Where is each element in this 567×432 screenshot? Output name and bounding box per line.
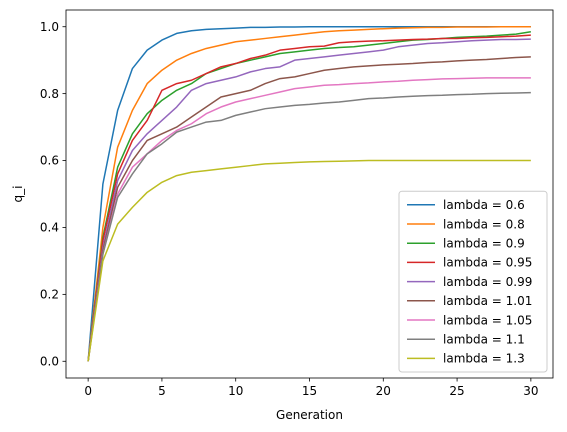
legend-box xyxy=(398,190,548,373)
legend-label: lambda = 1.1 xyxy=(443,333,525,347)
y-tick-label: 0.6 xyxy=(40,154,59,168)
series-line-3 xyxy=(87,34,531,362)
x-tick-label: 15 xyxy=(302,384,317,398)
legend-label: lambda = 1.05 xyxy=(443,313,532,327)
series-line-8 xyxy=(87,159,531,362)
y-axis-label: q_i xyxy=(11,186,25,203)
series-line-5 xyxy=(87,56,531,362)
y-tick-label: 0.2 xyxy=(40,288,59,302)
legend-label: lambda = 1.3 xyxy=(443,352,525,366)
series-line-6 xyxy=(87,77,531,362)
plot-area: 0 5 10 15 20 25 30 0.0 0.2 0.4 0.6 0.8 1.0 xyxy=(40,9,554,398)
x-tick-label: 30 xyxy=(523,384,538,398)
y-tick-label: 0.4 xyxy=(40,221,59,235)
x-tick-label: 25 xyxy=(449,384,464,398)
legend-label: lambda = 1.01 xyxy=(443,294,532,308)
series-line-4 xyxy=(87,38,531,362)
x-tick-label: 20 xyxy=(376,384,391,398)
series-line-1 xyxy=(87,25,531,362)
series-line-2 xyxy=(87,31,531,362)
x-axis-label: Generation xyxy=(276,408,343,422)
legend-label: lambda = 0.95 xyxy=(443,256,532,270)
series-line-7 xyxy=(87,91,531,362)
legend-label: lambda = 0.8 xyxy=(443,217,525,231)
y-tick-label: 0.8 xyxy=(40,87,59,101)
y-tick-label: 1.0 xyxy=(40,20,59,34)
legend-label: lambda = 0.9 xyxy=(443,237,525,251)
legend: lambda = 0.6 lambda = 0.8 lambda = 0.9 lamb… xyxy=(398,190,548,373)
legend-label: lambda = 0.6 xyxy=(443,198,525,212)
x-tick-label: 10 xyxy=(228,384,243,398)
legend-label: lambda = 0.99 xyxy=(443,275,532,289)
y-tick-label: 0.0 xyxy=(40,354,59,368)
x-tick-label: 5 xyxy=(158,384,166,398)
x-tick-label: 0 xyxy=(84,384,92,398)
